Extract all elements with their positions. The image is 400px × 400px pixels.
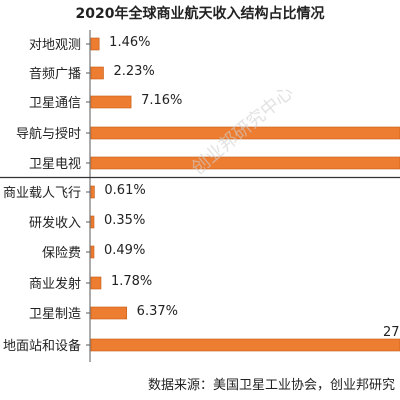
data-label: 1.46%	[109, 35, 150, 50]
category-label: 音频广播	[29, 66, 81, 82]
category-label: 商业载人飞行	[3, 186, 81, 201]
source-note: 数据来源：美国卫星工业协会，创业邦研究	[148, 378, 396, 393]
bar	[90, 37, 100, 51]
bar	[90, 185, 95, 199]
bar	[90, 66, 104, 80]
category-label: 导航与授时	[16, 126, 81, 142]
data-label: 27	[383, 325, 400, 340]
data-label: 7.16%	[141, 93, 182, 108]
category-label: 卫星电视	[29, 157, 81, 172]
bar	[90, 215, 95, 229]
category-label: 对地观测	[29, 38, 81, 53]
bar	[90, 156, 400, 170]
category-label: 卫星制造	[29, 307, 81, 322]
category-label: 研发收入	[29, 215, 81, 231]
bar	[90, 338, 400, 352]
category-label: 保险费	[42, 246, 81, 261]
data-label: 1.78%	[111, 274, 152, 289]
bar	[90, 276, 102, 290]
data-label: 0.35%	[104, 213, 145, 228]
chart-title: 2020年全球商业航天收入结构占比情况	[75, 6, 325, 22]
category-label: 卫星通信	[29, 96, 81, 111]
bar	[90, 95, 132, 109]
data-label: 0.61%	[104, 183, 145, 198]
data-label: 0.49%	[104, 243, 145, 258]
category-label: 地面站和设备	[3, 338, 81, 354]
bar	[90, 126, 400, 140]
bar	[90, 245, 95, 259]
category-label: 商业发射	[29, 276, 81, 292]
bar	[90, 306, 127, 320]
data-label: 6.37%	[137, 304, 178, 319]
data-label: 2.23%	[113, 64, 154, 79]
